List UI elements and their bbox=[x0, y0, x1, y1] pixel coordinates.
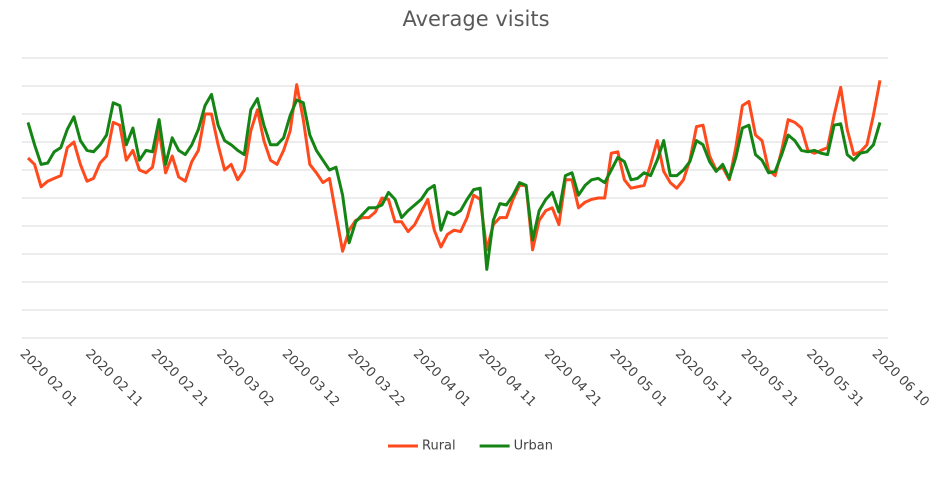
x-tick-label: 2020 06 10 bbox=[869, 347, 932, 410]
x-tick-label: 2020 02 01 bbox=[17, 347, 80, 410]
x-tick-label: 2020 02 11 bbox=[82, 347, 145, 410]
x-tick-label: 2020 04 01 bbox=[410, 347, 473, 410]
x-tick-label: 2020 02 21 bbox=[148, 347, 211, 410]
x-tick-label: 2020 05 11 bbox=[672, 347, 735, 410]
x-tick-label: 2020 05 31 bbox=[803, 347, 866, 410]
x-tick-label: 2020 05 21 bbox=[738, 347, 801, 410]
series-line bbox=[26, 92, 882, 271]
x-tick-label: 2020 05 01 bbox=[607, 347, 670, 410]
series-line bbox=[26, 80, 882, 253]
x-tick-label: 2020 03 02 bbox=[213, 347, 276, 410]
legend-label: Urban bbox=[514, 439, 553, 454]
chart-title: Average visits bbox=[402, 7, 549, 31]
x-tick-label: 2020 04 21 bbox=[541, 347, 604, 410]
x-tick-label: 2020 04 11 bbox=[475, 347, 538, 410]
x-tick-label: 2020 03 22 bbox=[344, 347, 407, 410]
x-tick-label: 2020 03 12 bbox=[279, 347, 342, 410]
legend-label: Rural bbox=[422, 439, 456, 454]
